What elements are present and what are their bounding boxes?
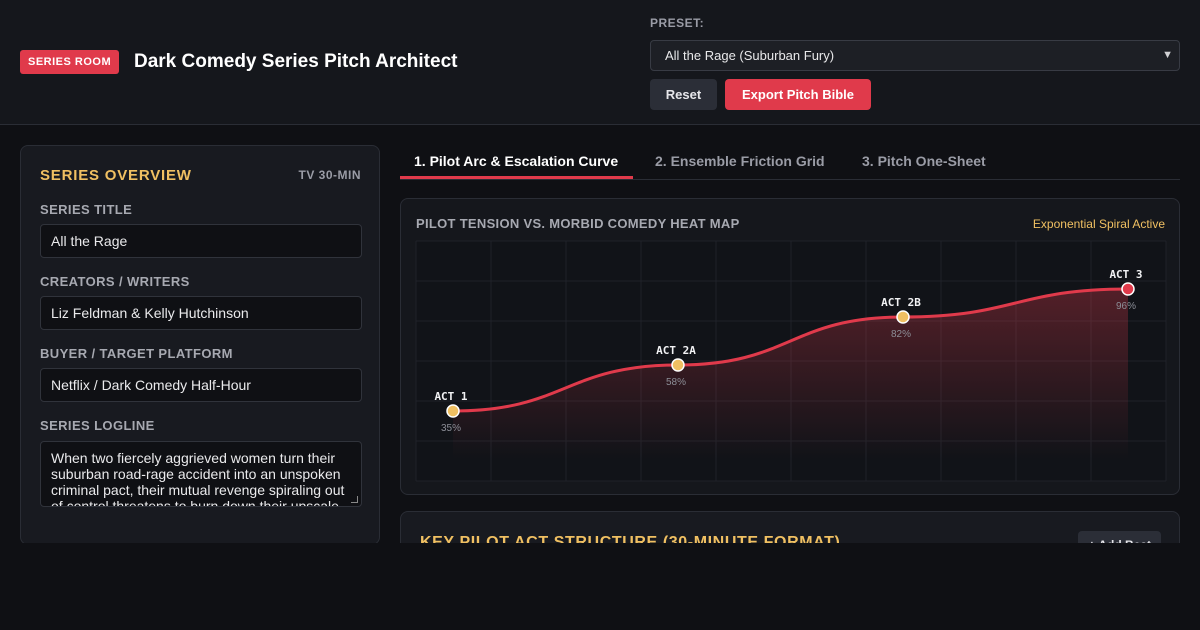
top-bar: SERIES ROOM Dark Comedy Series Pitch Arc… (0, 0, 1200, 125)
tension-line (452, 287, 1129, 413)
reset-button[interactable]: Reset (650, 79, 717, 110)
app-title: Dark Comedy Series Pitch Architect (134, 51, 458, 72)
point-value-act-3: 96% (1116, 301, 1136, 312)
point-value-act-2b: 82% (891, 329, 911, 340)
logline-text: When two fiercely aggrieved women turn t… (51, 450, 345, 507)
tab-ensemble-friction[interactable]: 2. Ensemble Friction Grid (655, 153, 825, 169)
point-act-2a (671, 358, 685, 372)
creators-label: CREATORS / WRITERS (40, 274, 190, 289)
buyer-input[interactable]: Netflix / Dark Comedy Half-Hour (40, 368, 362, 402)
viewport-edge (0, 543, 1200, 630)
tension-chart: ACT 1 35% ACT 2A 58% ACT 2B 82% ACT 3 96% (415, 240, 1167, 482)
series-room-badge: SERIES ROOM (20, 50, 120, 74)
point-label-act-1: ACT 1 (434, 390, 467, 403)
tension-chart-card: ACT 1 35% ACT 2A 58% ACT 2B 82% ACT 3 96% PILOT… (400, 198, 1180, 495)
point-label-act-2a: ACT 2A (656, 344, 696, 357)
series-overview-panel: SERIES OVERVIEW TV 30-MIN SERIES TITLE A… (20, 145, 380, 545)
resize-handle-icon[interactable] (351, 496, 358, 503)
series-title-label: SERIES TITLE (40, 202, 133, 217)
format-tag: TV 30-MIN (298, 168, 361, 182)
export-pitch-bible-button[interactable]: Export Pitch Bible (725, 79, 871, 110)
chart-title: PILOT TENSION VS. MORBID COMEDY HEAT MAP (416, 216, 740, 231)
creators-input[interactable]: Liz Feldman & Kelly Hutchinson (40, 296, 362, 330)
point-label-act-3: ACT 3 (1109, 268, 1142, 281)
chart-status: Exponential Spiral Active (1032, 217, 1165, 231)
point-act-1 (446, 404, 460, 418)
chevron-down-icon: ▼ (1162, 49, 1173, 61)
point-act-2b (896, 310, 910, 324)
logline-label: SERIES LOGLINE (40, 418, 155, 433)
preset-select[interactable]: All the Rage (Suburban Fury) ▼ (650, 40, 1180, 71)
tab-pilot-arc[interactable]: 1. Pilot Arc & Escalation Curve (414, 153, 619, 169)
logline-textarea[interactable]: When two fiercely aggrieved women turn t… (40, 441, 362, 507)
point-value-act-2a: 58% (666, 377, 686, 388)
active-tab-indicator (400, 176, 633, 179)
buyer-label: BUYER / TARGET PLATFORM (40, 346, 233, 361)
panel-title: SERIES OVERVIEW (40, 167, 192, 184)
preset-selected-value: All the Rage (Suburban Fury) (665, 48, 835, 63)
tab-bar: 1. Pilot Arc & Escalation Curve 2. Ensem… (400, 145, 1180, 180)
point-label-act-2b: ACT 2B (881, 296, 921, 309)
heat-area (453, 289, 1128, 459)
tab-pitch-one-sheet[interactable]: 3. Pitch One-Sheet (862, 153, 986, 169)
preset-label: PRESET: (650, 16, 705, 30)
point-value-act-1: 35% (441, 423, 461, 434)
series-title-input[interactable]: All the Rage (40, 224, 362, 258)
point-act-3 (1121, 282, 1135, 296)
